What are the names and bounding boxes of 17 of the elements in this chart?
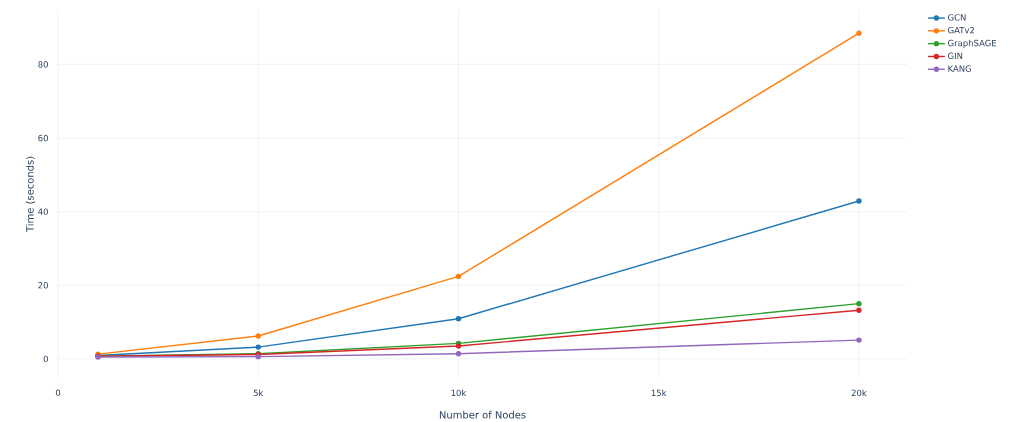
legend-label: GCN — [948, 14, 966, 21]
x-tick-label: 20k — [851, 389, 867, 397]
y-tick-label: 0 — [43, 355, 48, 363]
x-tick-label: 0 — [55, 389, 61, 396]
y-tick-label: 40 — [38, 208, 48, 215]
x-tick-label: 15k — [651, 389, 667, 397]
legend-label: KANG — [948, 65, 971, 72]
x-axis-title: Number of Nodes — [439, 410, 526, 419]
legend-label: GraphSAGE — [948, 39, 997, 48]
x-tick-label: 5k — [253, 389, 264, 397]
legend-label: GATv2 — [948, 27, 975, 34]
y-axis-title: Time (seconds) — [25, 156, 35, 233]
legend-label: GIN — [948, 52, 963, 60]
x-tick-label: 10k — [451, 389, 467, 397]
y-tick-label: 60 — [38, 134, 48, 142]
y-tick-label: 80 — [38, 61, 48, 68]
y-tick-label: 20 — [38, 282, 48, 289]
